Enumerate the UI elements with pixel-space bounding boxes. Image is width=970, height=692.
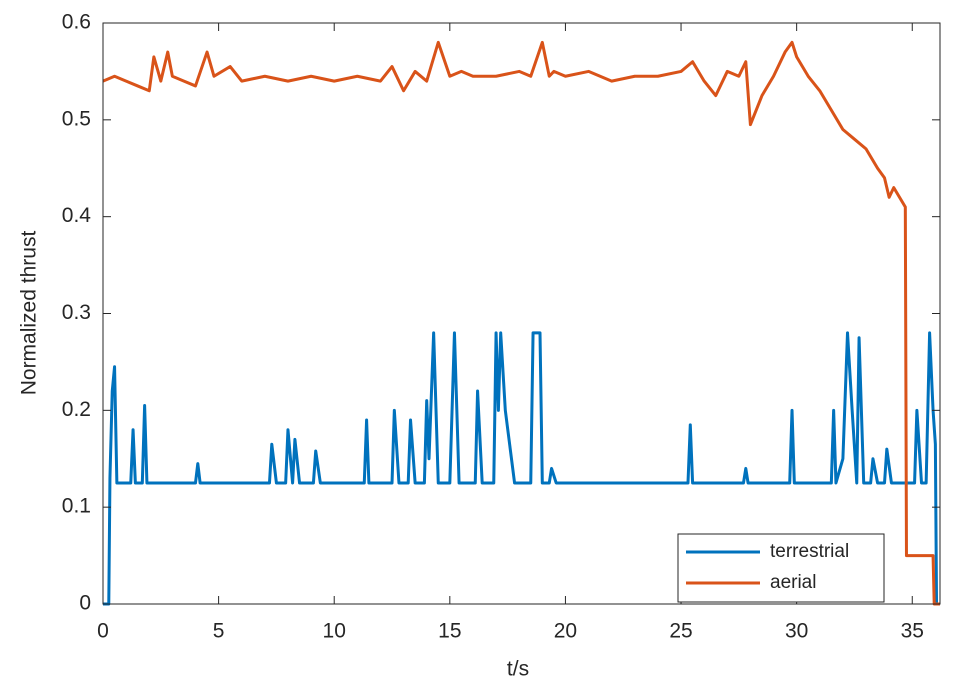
x-tick-label: 35: [901, 620, 924, 643]
plot-lines: [102, 40, 940, 606]
y-tick-label: 0.4: [62, 204, 92, 227]
y-tick-label: 0: [79, 592, 91, 615]
x-tick-label: 25: [669, 620, 692, 643]
legend-label: terrestrial: [770, 541, 849, 562]
y-axis-label: Normalized thrust: [18, 231, 41, 396]
legend-box: [677, 533, 885, 603]
x-tick-label: 10: [323, 620, 346, 643]
x-axis-label: t/s: [507, 658, 529, 681]
y-tick-label: 0.3: [62, 301, 91, 324]
data-line: [103, 331, 940, 606]
y-tick-label: 0.5: [62, 107, 91, 130]
data-line: [102, 40, 940, 606]
legend-label: aerial: [770, 572, 816, 593]
x-tick-label: 5: [213, 620, 225, 643]
y-tick-label: 0.6: [62, 11, 91, 34]
y-tick-label: 0.1: [62, 495, 91, 518]
y-tick-label: 0.2: [62, 398, 91, 421]
x-tick-label: 30: [785, 620, 808, 643]
x-tick-label: 0: [97, 620, 109, 643]
x-tick-label: 15: [438, 620, 461, 643]
legend: terrestrial aerial: [677, 533, 885, 603]
x-tick-label: 20: [554, 620, 577, 643]
